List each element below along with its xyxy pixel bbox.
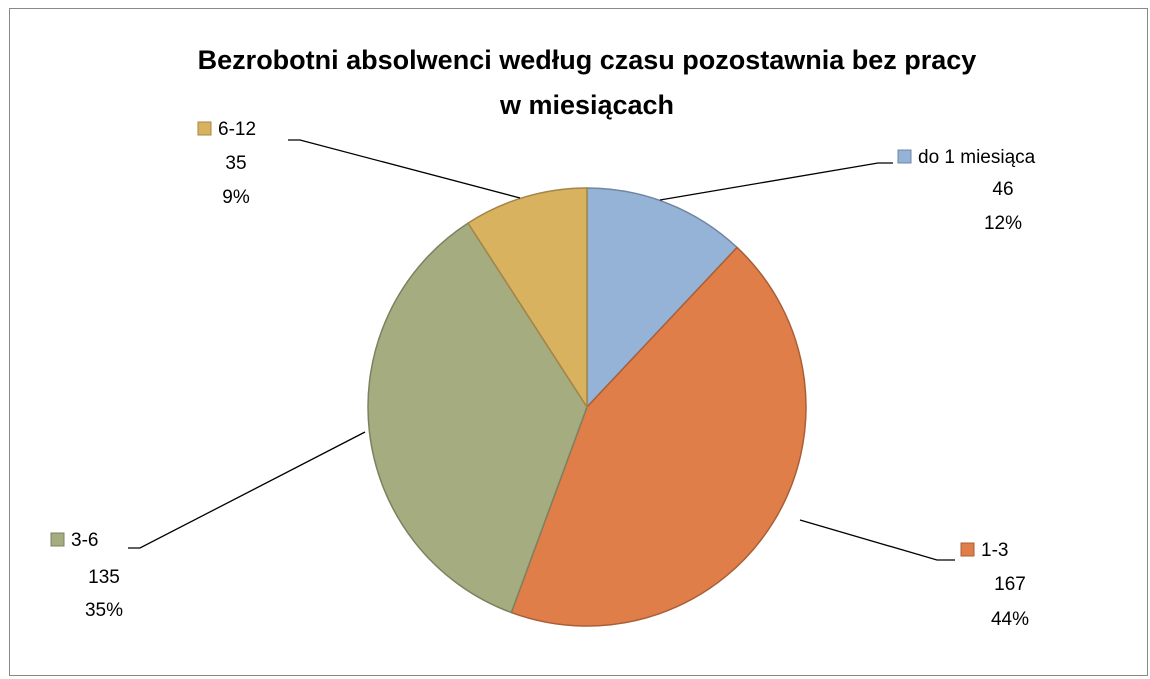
pie-slice	[467, 187, 588, 410]
value-label: 167	[994, 574, 1026, 595]
legend-swatch	[960, 542, 975, 557]
percent-label: 12%	[984, 213, 1022, 234]
value-label: 135	[88, 567, 120, 588]
percent-label: 9%	[222, 187, 250, 208]
leader-line	[128, 431, 366, 549]
value-label: 46	[992, 179, 1013, 200]
category-label: 3-6	[71, 530, 98, 551]
category-label: 6-12	[218, 119, 256, 140]
legend-swatch	[50, 532, 65, 547]
pie-slice	[510, 246, 807, 627]
chart-title: Bezrobotni absolwenci według czasu pozos…	[197, 45, 977, 120]
percent-label: 35%	[85, 600, 123, 621]
leader-line	[659, 162, 893, 201]
leader-line	[288, 139, 521, 199]
category-label: do 1 miesiąca	[918, 147, 1036, 168]
category-label: 1-3	[981, 540, 1008, 561]
pie-slice	[367, 222, 588, 614]
leader-line	[799, 519, 955, 561]
percent-label: 44%	[991, 609, 1029, 630]
legend-swatch	[897, 149, 912, 164]
legend-swatch	[197, 121, 212, 136]
value-label: 35	[225, 153, 246, 174]
pie-slice	[586, 187, 739, 409]
